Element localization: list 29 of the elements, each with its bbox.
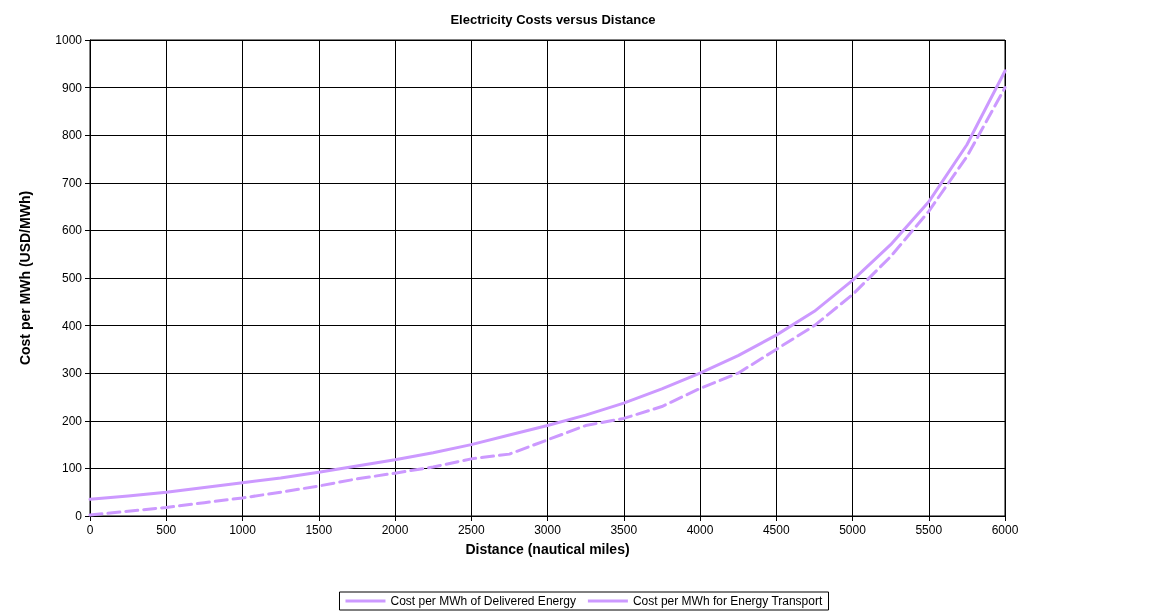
y-tick-label: 400 [61,318,83,333]
x-tick-label: 0 [86,523,94,537]
x-tick-label: 5000 [839,523,867,537]
x-tick-label: 4500 [762,523,790,537]
x-tick-label: 2000 [381,523,409,537]
y-tick-label: 900 [61,80,83,95]
chart-title: Electricity Costs versus Distance [450,12,656,27]
y-tick-label: 0 [75,509,83,523]
legend-label: Cost per MWh of Delivered Energy [390,594,576,608]
y-tick-label: 300 [61,366,83,381]
x-tick-label: 1500 [305,523,333,537]
y-tick-label: 1000 [55,33,83,47]
x-tick-label: 3000 [534,523,562,537]
legend-label: Cost per MWh for Energy Transport [632,594,823,608]
y-tick-label: 200 [61,413,83,428]
y-tick-label: 700 [61,175,83,190]
y-tick-label: 100 [61,461,83,476]
x-tick-label: 1000 [229,523,257,537]
x-tick-label: 5500 [915,523,943,537]
x-tick-label: 500 [156,523,177,537]
y-tick-label: 500 [61,271,83,285]
x-tick-label: 2500 [457,523,485,537]
y-axis-title: Cost per MWh (USD/MWh) [17,190,33,366]
x-tick-label: 6000 [991,523,1019,537]
x-axis-title: Distance (nautical miles) [465,541,630,557]
y-tick-label: 800 [61,128,83,143]
x-tick-label: 3500 [610,523,638,537]
y-tick-label: 600 [61,223,83,238]
x-tick-label: 4000 [686,523,714,537]
